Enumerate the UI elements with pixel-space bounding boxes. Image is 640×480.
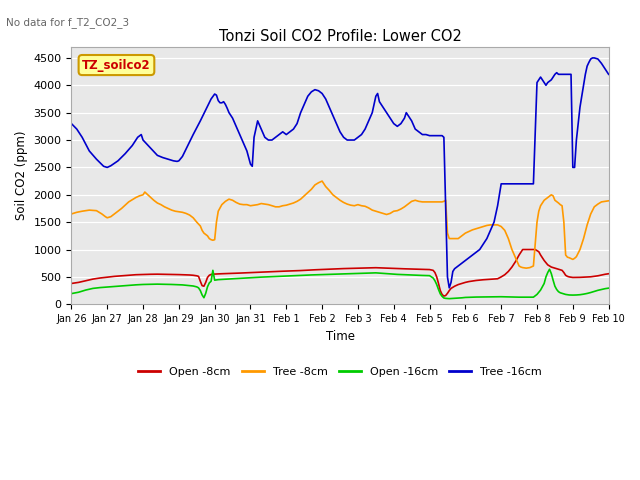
Text: TZ_soilco2: TZ_soilco2 [82,59,151,72]
Tree -8cm [68,211,76,217]
Tree -16cm [515,181,523,187]
Open -16cm [461,295,469,300]
Open -8cm [282,268,290,274]
Tree -16cm [605,72,612,77]
Line: Tree -8cm: Tree -8cm [72,181,609,268]
Open -8cm [440,293,448,299]
Title: Tonzi Soil CO2 Profile: Lower CO2: Tonzi Soil CO2 Profile: Lower CO2 [219,29,461,44]
Line: Open -16cm: Open -16cm [72,269,609,299]
Tree -8cm [318,178,326,184]
Tree -16cm [358,132,365,137]
X-axis label: Time: Time [326,330,355,343]
Open -8cm [445,288,453,293]
Tree -8cm [228,197,236,203]
Tree -8cm [556,202,564,207]
Tree -16cm [68,121,76,127]
Open -16cm [68,291,76,297]
Open -16cm [304,272,312,278]
Open -16cm [236,276,244,281]
Open -8cm [538,255,546,261]
Open -8cm [257,269,265,275]
Open -16cm [526,294,534,300]
Legend: Open -8cm, Tree -8cm, Open -16cm, Tree -16cm: Open -8cm, Tree -8cm, Open -16cm, Tree -… [134,362,547,381]
Tree -8cm [535,208,543,214]
Line: Tree -16cm: Tree -16cm [72,58,609,288]
Open -16cm [546,266,554,272]
Tree -8cm [282,202,290,208]
Tree -16cm [257,126,265,132]
Tree -8cm [583,222,591,228]
Text: No data for f_T2_CO2_3: No data for f_T2_CO2_3 [6,17,129,28]
Open -8cm [493,276,501,282]
Tree -8cm [605,198,612,204]
Tree -8cm [261,201,269,207]
Open -16cm [445,296,453,301]
Tree -16cm [589,55,596,61]
Open -16cm [422,273,430,278]
Line: Open -8cm: Open -8cm [72,250,609,296]
Open -8cm [519,247,527,252]
Tree -16cm [547,77,555,83]
Open -8cm [68,281,76,287]
Open -16cm [605,285,612,291]
Open -8cm [605,271,612,276]
Tree -16cm [490,219,498,225]
Y-axis label: Soil CO2 (ppm): Soil CO2 (ppm) [15,131,28,220]
Tree -8cm [522,265,530,271]
Tree -16cm [445,285,453,291]
Open -16cm [325,271,333,277]
Open -8cm [325,266,333,272]
Tree -16cm [576,104,584,110]
